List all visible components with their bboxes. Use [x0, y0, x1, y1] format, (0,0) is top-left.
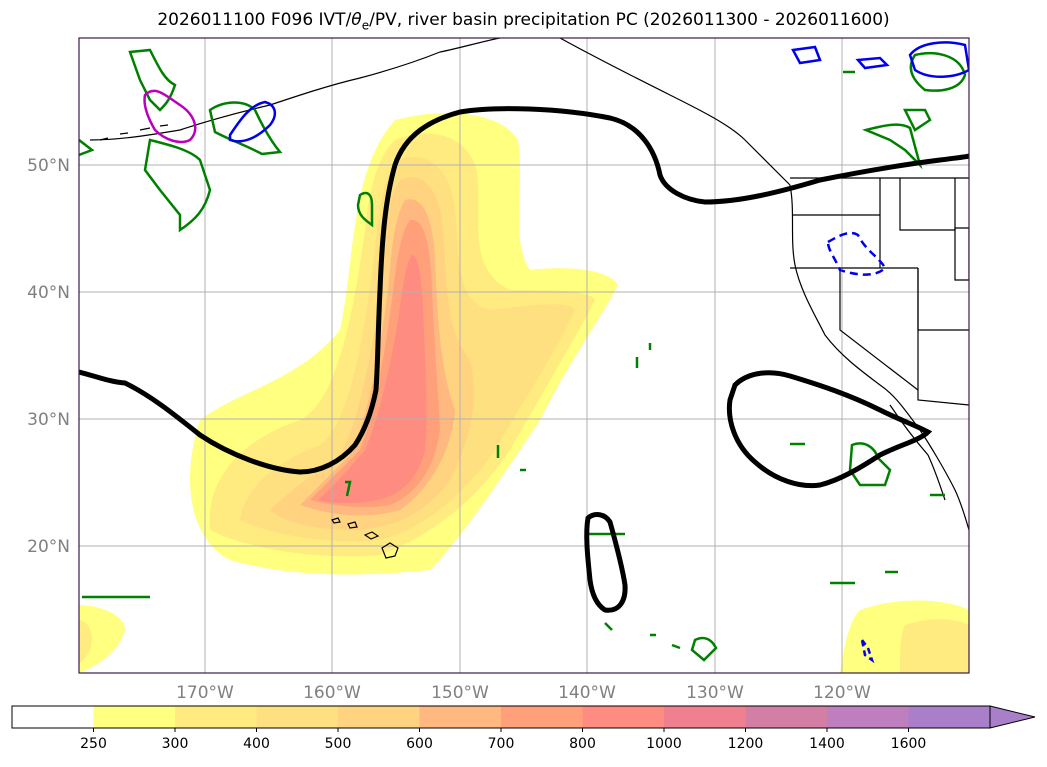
lon-label-130w: 130°W [686, 683, 744, 703]
pv-green-stub-4 [345, 480, 352, 497]
gulf-of-alaska-coast [559, 38, 791, 186]
colorbar-tick-label: 800 [569, 736, 596, 752]
colorbar: 250 300 400 500 600 700 800 1000 1200 1400 1600 [11, 705, 1036, 752]
colorbar-tick-label: 1000 [646, 736, 682, 752]
ivt-left-250 [79, 605, 125, 673]
lon-label-160w: 160°W [303, 683, 361, 703]
lat-label-20: 20°N [27, 537, 70, 557]
colorbar-tick-label: 1400 [809, 736, 845, 752]
latitude-labels: 50°N 40°N 30°N 20°N [27, 156, 70, 557]
lon-label-120w: 120°W [813, 683, 871, 703]
title-suffix: /PV, river basin precipitation PC (20260… [369, 10, 890, 30]
pv-green-contours [79, 48, 967, 662]
colorbar-segment [419, 706, 502, 728]
blue-contour-2 [791, 45, 822, 65]
west-coast [789, 184, 969, 531]
aleutian-islands [99, 124, 169, 141]
black-loop-east [726, 370, 933, 489]
hawaii-kauai [331, 517, 341, 524]
title-theta: θ [351, 10, 362, 30]
hawaii-oahu [347, 521, 358, 529]
pv-green-ne-2 [902, 108, 932, 132]
pv-green-aleutian [128, 48, 177, 112]
colorbar-segment [827, 706, 909, 728]
pv-green-baja [848, 442, 892, 487]
lat-label-40: 40°N [27, 283, 70, 303]
hawaii-big-island [381, 542, 399, 559]
magenta-contour [143, 89, 197, 144]
title-theta-sub: e [361, 18, 370, 33]
colorbar-segment [12, 706, 94, 728]
lon-label-150w: 150°W [431, 683, 489, 703]
blue-contour-dashed-sw [860, 639, 875, 664]
colorbar-tick-label: 500 [325, 736, 352, 752]
gridlines [79, 38, 969, 673]
lat-label-30: 30°N [27, 410, 70, 430]
pv-green-west-small [356, 191, 374, 228]
colorbar-tick-label: 700 [488, 736, 515, 752]
ivt-left-300 [79, 620, 92, 665]
pv-green-mid-2 [690, 636, 718, 662]
ivt-filled-contours [79, 113, 969, 673]
state-nv [839, 268, 919, 391]
title-prefix: 2026011100 F096 IVT/ [157, 10, 352, 30]
state-mt [899, 178, 956, 231]
colorbar-segment [175, 706, 257, 728]
ivt-corner-300 [900, 619, 969, 673]
plot-title: 2026011100 F096 IVT/θe/PV, river basin p… [0, 10, 1047, 32]
state-ut [917, 268, 969, 331]
pv-green-stub-7 [671, 643, 681, 650]
black-thick-contours [79, 106, 969, 613]
colorbar-segment [664, 706, 746, 728]
state-co [954, 227, 969, 281]
colorbar-segment [501, 706, 583, 728]
lat-label-50: 50°N [27, 156, 70, 176]
blue-contour-3 [855, 56, 890, 70]
black-loop-south [584, 512, 628, 613]
colorbar-segment [256, 706, 339, 728]
ivt-800 [318, 255, 427, 504]
pv-green-left-edge [79, 139, 95, 157]
colorbar-tick-label: 250 [80, 736, 107, 752]
colorbar-tick-label: 400 [243, 736, 270, 752]
lon-label-170w: 170°W [176, 683, 234, 703]
blue-contour-dashed-or [826, 231, 887, 276]
colorbar-tick-label: 1600 [891, 736, 927, 752]
longitude-labels: 170°W 160°W 150°W 140°W 130°W 120°W [176, 683, 871, 703]
alaska-coast [89, 38, 501, 141]
colorbar-segment [745, 706, 828, 728]
colorbar-tick-label: 1200 [728, 736, 764, 752]
pv-green-ne-1 [862, 123, 923, 170]
colorbar-extend-arrow [989, 705, 1036, 729]
pv-green-bering [143, 138, 212, 233]
colorbar-segment [93, 706, 176, 728]
colorbar-tick-label: 300 [162, 736, 189, 752]
lon-label-140w: 140°W [558, 683, 616, 703]
colorbar-tick-label: 600 [406, 736, 433, 752]
colorbar-segment [582, 706, 665, 728]
colorbar-segment [908, 706, 991, 728]
blue-contour-1 [228, 100, 277, 143]
pv-green-mid-3 [604, 622, 613, 631]
blue-contours [228, 41, 969, 664]
map-border [78, 37, 970, 674]
blue-contour-4 [908, 41, 969, 78]
pv-green-top-right [909, 51, 967, 92]
hawaii-maui [363, 531, 380, 540]
colorbar-segment [338, 706, 420, 728]
black-main-contour [79, 106, 969, 475]
